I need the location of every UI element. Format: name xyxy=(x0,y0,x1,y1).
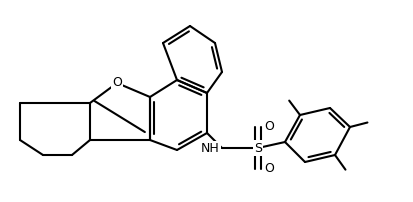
Text: O: O xyxy=(112,76,122,88)
Text: O: O xyxy=(263,162,273,176)
Text: O: O xyxy=(263,121,273,134)
Text: S: S xyxy=(254,141,261,155)
Text: NH: NH xyxy=(201,142,219,156)
